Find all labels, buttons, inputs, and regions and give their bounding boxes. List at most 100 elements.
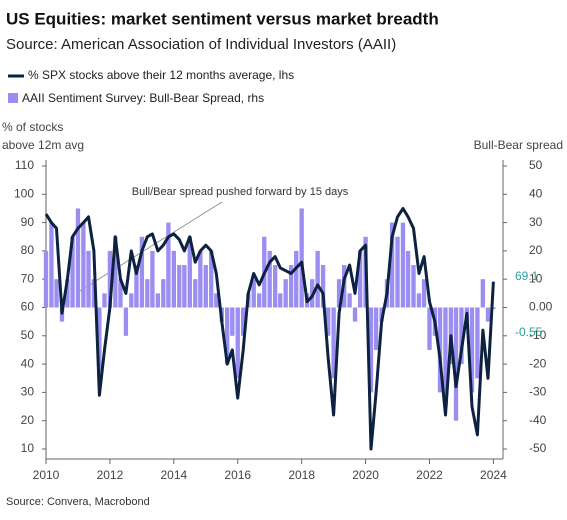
bar (107, 250, 113, 308)
source: Source: Convera, Macrobond (6, 496, 150, 508)
chart-title: US Equities: market sentiment versus mar… (6, 9, 439, 28)
bar (187, 236, 192, 308)
y2-axis-label: Bull-Bear spread (474, 138, 563, 152)
bar (193, 279, 198, 308)
bar (256, 293, 262, 308)
legend-label: % SPX stocks above their 12 months avera… (28, 68, 294, 82)
bar (453, 307, 459, 421)
bar (336, 279, 342, 308)
bar (395, 236, 400, 308)
bar (272, 265, 278, 308)
bar (65, 279, 70, 308)
chart-subtitle: Source: American Association of Individu… (6, 36, 396, 53)
bar (251, 279, 256, 308)
bar (278, 293, 283, 308)
y-tick-label: 20 (21, 413, 35, 427)
y-tick-label: 110 (15, 158, 34, 172)
bar (357, 250, 363, 308)
bar (54, 279, 59, 308)
y-tick-label: 10 (21, 441, 35, 455)
bar (267, 250, 272, 308)
x-tick-label: 2014 (160, 468, 187, 482)
bar (86, 250, 91, 308)
y-tick-label: 60 (21, 300, 35, 314)
bar (134, 265, 139, 308)
y-axis-label: above 12m avg (2, 138, 84, 152)
bar (299, 208, 304, 308)
y-tick-label: 30 (21, 385, 35, 399)
bar (230, 307, 235, 336)
bar (81, 222, 86, 308)
line (44, 207, 495, 451)
bar (400, 222, 406, 308)
bar (315, 250, 320, 308)
bar (389, 222, 395, 308)
x-tick-label: 2016 (224, 468, 251, 482)
bar (427, 307, 432, 350)
bar (283, 279, 288, 308)
x-tick-label: 2022 (416, 468, 443, 482)
bar (459, 307, 464, 365)
y2-tick-label: 0.00 (529, 300, 553, 314)
bar (241, 307, 246, 336)
y2-tick-label: -40 (529, 413, 547, 427)
y-tick-label: 40 (21, 356, 35, 370)
x-tick-label: 2018 (288, 468, 315, 482)
bar (177, 265, 182, 308)
bar (288, 265, 294, 308)
y2-tick-label: -20 (529, 356, 547, 370)
bar (145, 279, 150, 308)
bar (166, 222, 171, 308)
legend-label: AAII Sentiment Survey: Bull-Bear Spread,… (22, 91, 264, 105)
bar (198, 250, 203, 308)
bar (123, 307, 129, 336)
bar (411, 265, 416, 308)
x-tick-label: 2010 (33, 468, 60, 482)
bar (70, 236, 75, 308)
bar (443, 307, 448, 407)
bar (347, 293, 352, 308)
bar (480, 279, 486, 308)
y2-tick-label: 40 (529, 186, 543, 200)
y-tick-label: 90 (21, 215, 35, 229)
y2-tick-label: 10 (529, 271, 543, 285)
bar (326, 307, 331, 336)
last-value-label: 69.1 (515, 269, 539, 283)
bar (352, 307, 358, 322)
bar (129, 293, 134, 308)
bar (469, 307, 475, 393)
y2-tick-label: 30 (529, 215, 543, 229)
y-tick-label: 50 (21, 328, 35, 342)
bar (203, 265, 208, 308)
bar (113, 236, 118, 308)
bar (485, 307, 491, 322)
bar (49, 222, 54, 308)
y-axis-label: % of stocks (2, 120, 63, 134)
bar (421, 279, 427, 308)
bar (43, 250, 49, 308)
bar (139, 236, 145, 308)
bar (91, 279, 97, 308)
bar (416, 293, 422, 308)
y2-tick-label: -30 (529, 385, 547, 399)
bar (75, 208, 81, 308)
bar (294, 250, 299, 308)
bar (209, 250, 214, 308)
y2-tick-label: -50 (529, 441, 547, 455)
bar (235, 307, 240, 379)
legend-bar-swatch (8, 93, 18, 103)
y2-tick-label: 50 (529, 158, 543, 172)
bar (161, 279, 166, 308)
bar (171, 250, 177, 308)
bar (214, 293, 219, 308)
y-tick-label: 100 (14, 186, 34, 200)
bar (373, 307, 379, 350)
bar (150, 250, 155, 308)
x-tick-label: 2024 (480, 468, 507, 482)
x-tick-label: 2020 (352, 468, 379, 482)
bar (118, 279, 123, 308)
y2-tick-label: 20 (529, 243, 543, 257)
bar (475, 307, 480, 379)
last-value-label: -0.55 (515, 325, 543, 339)
